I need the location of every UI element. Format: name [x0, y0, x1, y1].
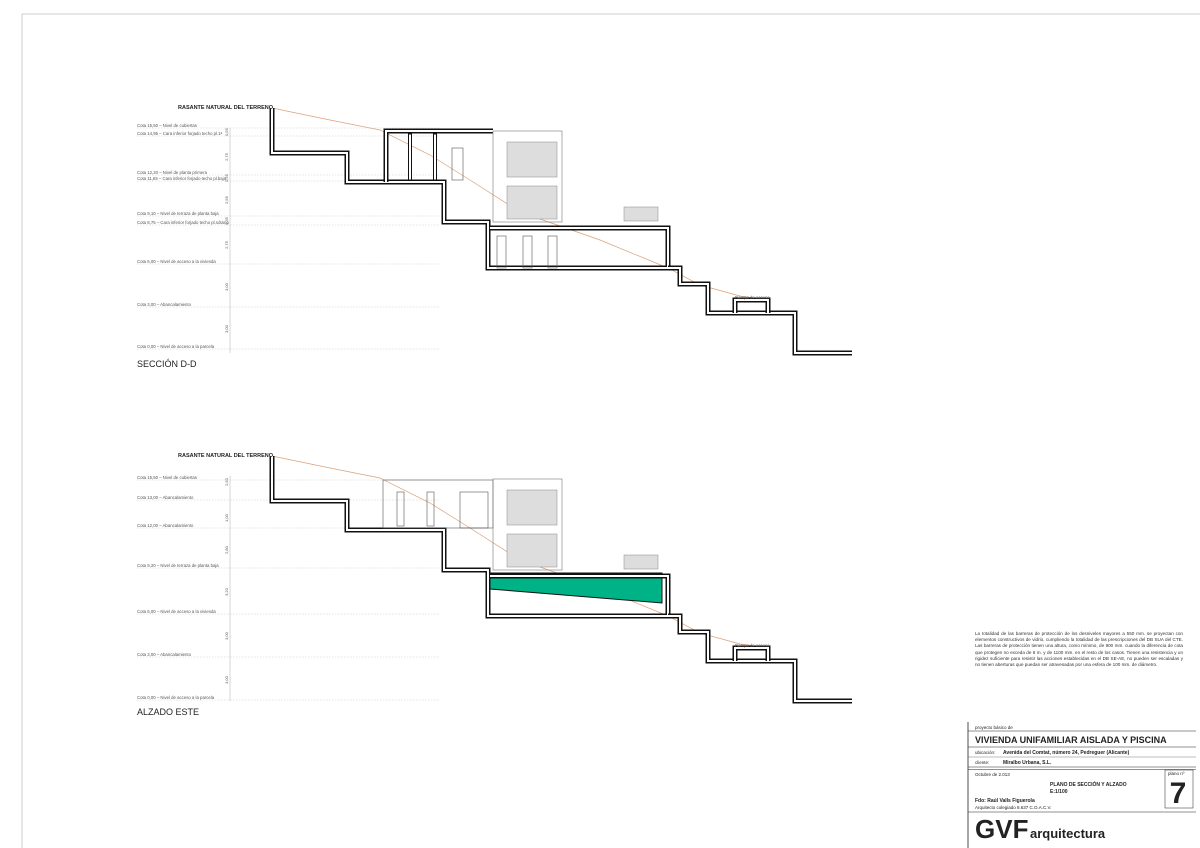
- level-label: Cota 0,00 – Nivel de acceso a la parcela: [137, 344, 215, 349]
- signed: Fdo: Raúl Valls Figuerola: [975, 798, 1035, 804]
- level-label: Cota 12,20 – Nivel de planta primera: [137, 170, 208, 175]
- elevation-drawing: Cota 15,50 – Nivel de cubiertas Cota 13,0…: [137, 453, 852, 717]
- level-label: Cota 6,00 – Nivel de acceso a la viviend…: [137, 609, 216, 614]
- dimension-label: 2,50: [224, 477, 229, 486]
- dimension-label: 3,00: [224, 631, 229, 640]
- client: Miralbo Urbana, S.L.: [1003, 760, 1052, 766]
- wall-core: [271, 108, 669, 269]
- dimension-label: 0,55: [224, 127, 229, 136]
- glazing: [506, 141, 558, 178]
- level-label: Cota 12,00 – Abancalamiento: [137, 523, 194, 528]
- brand: GVF: [975, 814, 1028, 844]
- dimension-label: 3,00: [224, 282, 229, 291]
- title-block: proyecto básico de VIVIENDA UNIFAMILIAR …: [975, 725, 1186, 844]
- dimension-label: 1,00: [224, 513, 229, 522]
- section-drawing: Cota 15,50 – Nivel de cubiertas Cota 14,9…: [137, 105, 852, 369]
- upper-volume: [492, 130, 563, 223]
- door: [451, 147, 464, 181]
- level-label: Cota 15,50 – Nivel de cubiertas: [137, 123, 197, 128]
- date: Octubre de 2.013: [975, 772, 1010, 777]
- terrain-label: RASANTE NATURAL DEL TERRENO: [178, 453, 274, 459]
- level-label: Cota 8,75 – Cara inferior forjado techo …: [137, 220, 229, 225]
- dimension-label: 3,00: [224, 324, 229, 333]
- project-type: proyecto básico de: [975, 725, 1013, 730]
- dimension-label: 2,80: [224, 545, 229, 554]
- dimension-label: 2,75: [224, 152, 229, 161]
- location-label: ubicación:: [975, 750, 995, 755]
- opening: [522, 235, 533, 269]
- scale: E:1/100: [1050, 789, 1068, 795]
- drawing-title: SECCIÓN D-D: [137, 359, 197, 369]
- wall: [383, 128, 493, 182]
- glazing: [506, 533, 558, 568]
- level-label: Cota 13,00 – Abancalamiento: [137, 495, 194, 500]
- wall-core: [385, 130, 493, 182]
- title-block-frame: [967, 722, 1196, 848]
- wall-core: [668, 267, 852, 354]
- wall-core: [271, 456, 669, 617]
- wall-core: [734, 647, 769, 661]
- project-title: VIVIENDA UNIFAMILIAR AISLADA Y PISCINA: [975, 735, 1167, 745]
- dimension-label: 2,55: [224, 195, 229, 204]
- volume: [382, 479, 494, 529]
- partition: [408, 133, 412, 181]
- partition: [433, 133, 437, 181]
- glazing: [506, 489, 558, 526]
- railing: [623, 554, 659, 570]
- level-label: Cota 3,00 – Abancalamiento: [137, 302, 192, 307]
- upper-volume: [492, 478, 563, 571]
- opening: [496, 235, 507, 269]
- level-label: Cota 9,10 – Nivel de terraza de planta b…: [137, 211, 219, 216]
- level-label: Cota 15,50 – Nivel de cubiertas: [137, 475, 197, 480]
- level-label: Cota 6,00 – Nivel de acceso a la viviend…: [137, 259, 216, 264]
- brand-suffix: arquitectura: [1030, 826, 1106, 841]
- note: La totalidad de las barreras de protecci…: [975, 631, 1183, 668]
- dimension-label: 0,35: [224, 216, 229, 225]
- dimension-label: 0,55: [224, 173, 229, 182]
- sheet-label: plano nº: [1168, 771, 1185, 776]
- wall-core: [734, 299, 769, 313]
- terrain-label: RASANTE NATURAL DEL TERRENO: [178, 105, 274, 111]
- ramp-label: Rampa de acceso: [735, 295, 770, 300]
- window: [396, 491, 405, 527]
- window: [459, 491, 489, 529]
- dimension-label: 3,00: [224, 675, 229, 684]
- client-label: cliente:: [975, 760, 989, 765]
- drawing-title: ALZADO ESTE: [137, 707, 199, 717]
- level-label: Cota 0,00 – Nivel de acceso a la parcela: [137, 695, 215, 700]
- level-label: Cota 14,95 – Cara inferior forjado techo…: [137, 131, 223, 136]
- level-label: Cota 9,20 – Nivel de terraza de planta b…: [137, 563, 219, 568]
- dimension-label: 3,20: [224, 587, 229, 596]
- railing: [623, 206, 659, 222]
- wall-core: [668, 615, 852, 702]
- level-label: Cota 11,65 – Cara inferior forjado techo…: [137, 176, 227, 181]
- glazing: [506, 185, 558, 220]
- dimension-label: 2,75: [224, 240, 229, 249]
- architect: Arquitecto colegiado 8.637 C.O.A.C.V.: [975, 805, 1051, 810]
- sheet-title: PLANO DE SECCIÓN Y ALZADO: [1050, 780, 1127, 788]
- opening: [547, 235, 558, 269]
- window: [426, 491, 435, 527]
- location: Avenida del Comtat, número 24, Pedreguer…: [1003, 750, 1130, 756]
- sheet-number: 7: [1170, 777, 1187, 810]
- level-label: Cota 3,00 – Abancalamiento: [137, 652, 192, 657]
- ramp-label: Rampa de acceso: [735, 643, 770, 648]
- wall: [668, 613, 852, 704]
- wall: [668, 265, 852, 356]
